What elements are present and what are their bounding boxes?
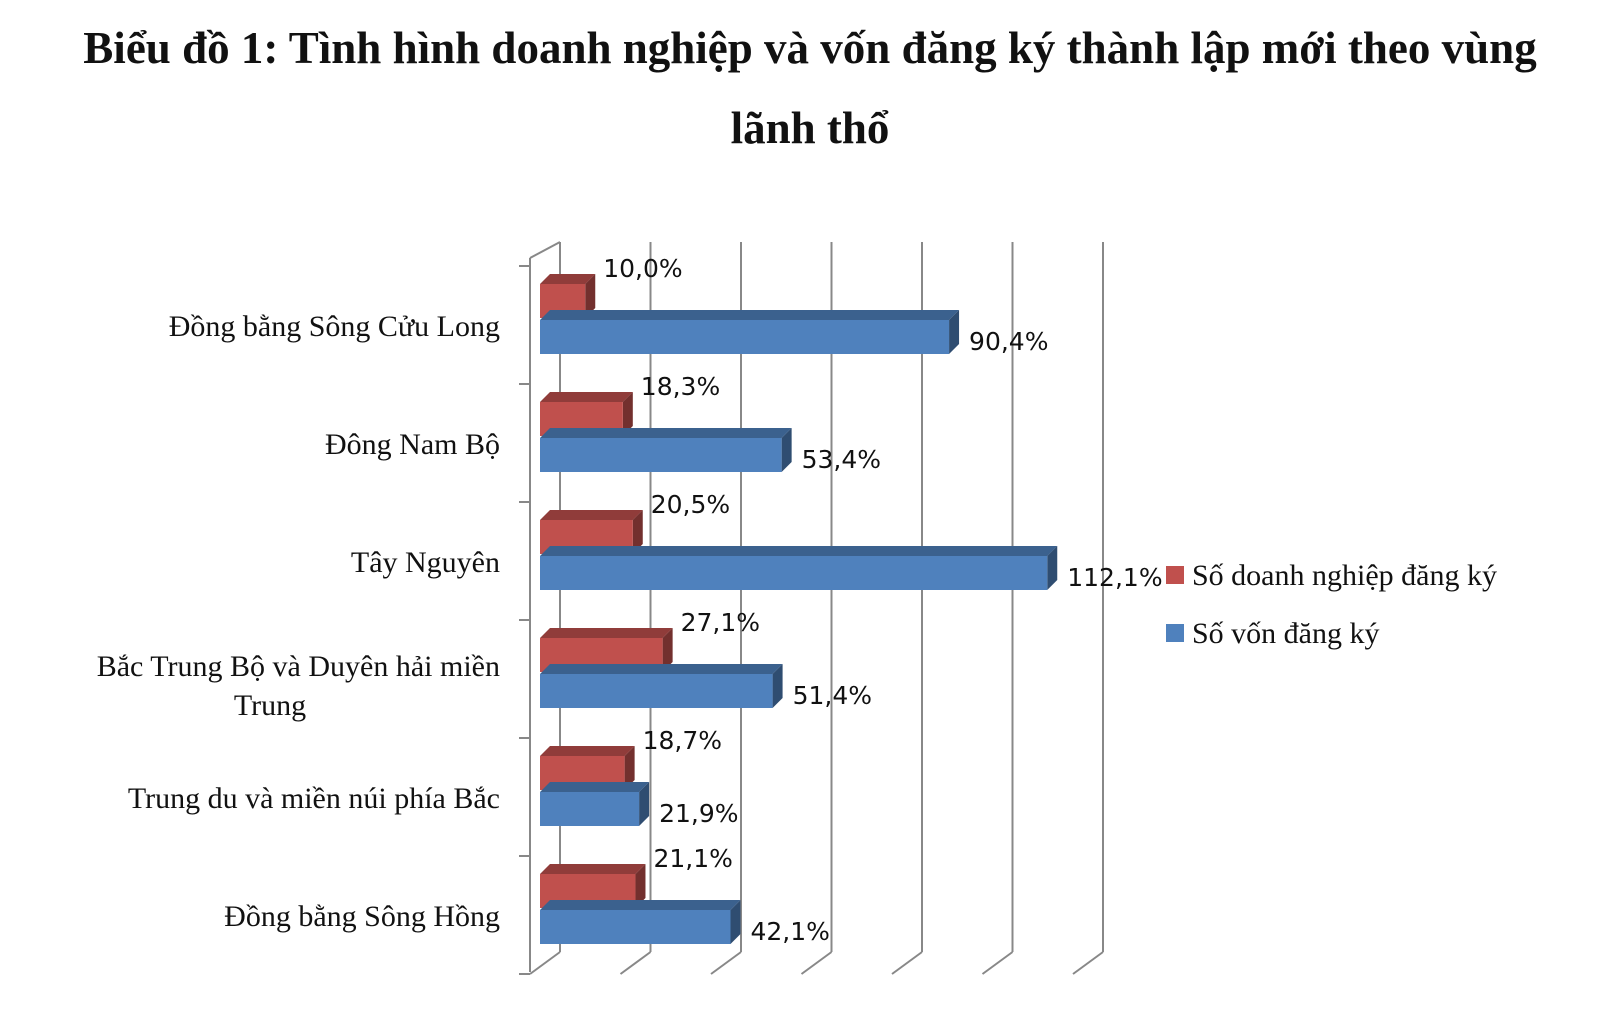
bar-side-face: [730, 900, 741, 944]
floor-edge-40: [710, 951, 742, 975]
bar-front-face: [540, 792, 640, 826]
bar-von-5: [540, 900, 741, 944]
bar-top-face: [540, 428, 792, 438]
data-label-von-2: 112,1%: [1067, 563, 1162, 592]
data-label-doanh-nghiep-4: 18,7%: [643, 726, 722, 755]
bar-top-face: [540, 746, 635, 756]
bar-side-face: [662, 628, 673, 672]
category-label-3-line-1: Bắc Trung Bộ và Duyên hải miền: [97, 650, 500, 683]
chart-title-line-2: lãnh thổ: [730, 103, 890, 153]
bar-von-4: [540, 782, 650, 826]
bar-side-face: [635, 864, 646, 908]
bar-top-face: [540, 310, 960, 320]
data-label-doanh-nghiep-0: 10,0%: [603, 254, 682, 283]
bar-front-face: [540, 910, 731, 944]
category-label-0: Đồng bằng Sông Cửu Long: [169, 310, 500, 343]
bar-top-face: [540, 664, 783, 674]
bar-von-2: [540, 546, 1058, 590]
category-label-2: Tây Nguyên: [351, 546, 500, 579]
bar-top-face: [540, 782, 650, 792]
bar-top-face: [540, 274, 596, 284]
bar-side-face: [772, 664, 783, 708]
floor-edge-80: [891, 951, 923, 975]
legend-swatch-1: [1166, 624, 1184, 642]
floor-edge-20: [619, 951, 652, 975]
wall-top-edge: [529, 241, 561, 259]
bar-top-face: [540, 510, 643, 520]
chart-title: Biểu đồ 1: Tình hình doanh nghiệp và vốn…: [20, 8, 1600, 168]
floor-edge-100: [981, 951, 1014, 975]
floor-edge-0: [529, 951, 561, 975]
bar-von-3: [540, 664, 783, 708]
data-label-doanh-nghiep-1: 18,3%: [641, 372, 720, 401]
bar-side-face: [624, 746, 635, 790]
bar-top-face: [540, 864, 646, 874]
data-label-von-4: 21,9%: [659, 799, 738, 828]
bar-side-face: [639, 782, 650, 826]
data-label-doanh-nghiep-5: 21,1%: [653, 844, 732, 873]
bar-side-face: [632, 510, 643, 554]
floor-edge-60: [800, 951, 833, 975]
bar-top-face: [540, 546, 1058, 556]
legend-label-0: Số doanh nghiệp đăng ký: [1192, 559, 1497, 592]
floor-edge-120: [1072, 951, 1104, 975]
bar-front-face: [540, 320, 950, 354]
data-label-von-3: 51,4%: [793, 681, 872, 710]
bar-von-1: [540, 428, 792, 472]
data-label-von-0: 90,4%: [969, 327, 1048, 356]
bar-top-face: [540, 900, 741, 910]
bar-top-face: [540, 628, 673, 638]
bar-side-face: [622, 392, 633, 436]
bar-side-face: [1047, 546, 1058, 590]
category-label-3-line-2: Trung: [234, 689, 306, 722]
bar-front-face: [540, 438, 782, 472]
data-label-von-5: 42,1%: [751, 917, 830, 946]
data-label-doanh-nghiep-3: 27,1%: [681, 608, 760, 637]
bar-front-face: [540, 556, 1048, 590]
bar-von-0: [540, 310, 960, 354]
legend-swatch-0: [1166, 566, 1184, 584]
chart-title-line-1: Biểu đồ 1: Tình hình doanh nghiệp và vốn…: [83, 23, 1537, 73]
bar-top-face: [540, 392, 633, 402]
bar-front-face: [540, 674, 773, 708]
bar-side-face: [781, 428, 792, 472]
legend-label-1: Số vốn đăng ký: [1192, 617, 1380, 650]
bar-side-face: [585, 274, 596, 318]
category-label-1: Đông Nam Bộ: [325, 428, 500, 461]
category-label-4: Trung du và miền núi phía Bắc: [128, 782, 500, 815]
data-label-von-1: 53,4%: [802, 445, 881, 474]
category-label-5: Đồng bằng Sông Hồng: [224, 900, 500, 933]
data-label-doanh-nghiep-2: 20,5%: [651, 490, 730, 519]
bar-side-face: [949, 310, 960, 354]
